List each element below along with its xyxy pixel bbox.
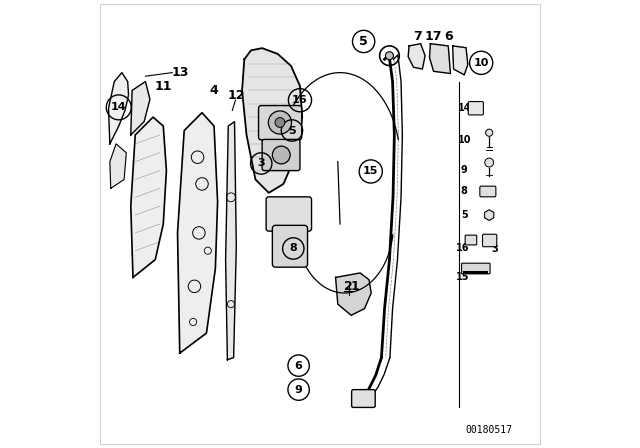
FancyBboxPatch shape bbox=[259, 106, 301, 140]
FancyBboxPatch shape bbox=[465, 235, 477, 245]
Bar bbox=[463, 271, 488, 274]
Text: 6: 6 bbox=[294, 361, 303, 370]
Text: 8: 8 bbox=[289, 243, 297, 254]
Text: 16: 16 bbox=[456, 243, 469, 254]
Polygon shape bbox=[110, 144, 126, 188]
FancyBboxPatch shape bbox=[461, 263, 490, 274]
FancyBboxPatch shape bbox=[483, 234, 497, 247]
Polygon shape bbox=[242, 48, 302, 193]
Text: 10: 10 bbox=[474, 58, 489, 68]
Text: 9: 9 bbox=[294, 385, 303, 395]
Text: 8: 8 bbox=[461, 186, 468, 197]
Polygon shape bbox=[452, 46, 468, 75]
Text: 15: 15 bbox=[363, 167, 378, 177]
Polygon shape bbox=[109, 73, 129, 144]
Polygon shape bbox=[177, 113, 218, 353]
FancyBboxPatch shape bbox=[480, 186, 496, 197]
Text: 7: 7 bbox=[413, 30, 422, 43]
FancyBboxPatch shape bbox=[266, 197, 312, 231]
Text: 5: 5 bbox=[461, 210, 468, 220]
Text: 14: 14 bbox=[458, 103, 471, 113]
FancyBboxPatch shape bbox=[351, 390, 375, 407]
Text: 2: 2 bbox=[344, 280, 353, 293]
Text: 1: 1 bbox=[350, 280, 359, 293]
Text: 00180517: 00180517 bbox=[466, 425, 513, 435]
Text: 6: 6 bbox=[444, 30, 452, 43]
Text: 9: 9 bbox=[461, 165, 468, 175]
Circle shape bbox=[275, 117, 285, 127]
Text: 13: 13 bbox=[171, 66, 188, 79]
Text: 5: 5 bbox=[359, 35, 368, 48]
Text: 4: 4 bbox=[210, 84, 218, 97]
Text: 5: 5 bbox=[288, 125, 296, 135]
Text: 17: 17 bbox=[424, 30, 442, 43]
Polygon shape bbox=[429, 44, 451, 73]
Text: 10: 10 bbox=[458, 135, 471, 145]
FancyBboxPatch shape bbox=[468, 102, 483, 115]
Circle shape bbox=[273, 146, 290, 164]
Text: 14: 14 bbox=[111, 102, 127, 112]
Polygon shape bbox=[335, 273, 371, 315]
Text: 3: 3 bbox=[491, 244, 498, 254]
Circle shape bbox=[484, 158, 493, 167]
Text: 16: 16 bbox=[292, 95, 308, 105]
Text: 15: 15 bbox=[456, 271, 469, 281]
Circle shape bbox=[486, 129, 493, 136]
Polygon shape bbox=[226, 121, 236, 360]
Polygon shape bbox=[484, 210, 494, 220]
Polygon shape bbox=[131, 82, 150, 135]
Polygon shape bbox=[408, 44, 425, 69]
Circle shape bbox=[268, 111, 291, 134]
Text: 3: 3 bbox=[257, 159, 265, 168]
FancyBboxPatch shape bbox=[273, 225, 308, 267]
Text: 11: 11 bbox=[154, 80, 172, 93]
FancyBboxPatch shape bbox=[262, 139, 300, 171]
Polygon shape bbox=[131, 117, 166, 277]
Circle shape bbox=[385, 52, 394, 60]
Text: 12: 12 bbox=[228, 89, 245, 102]
